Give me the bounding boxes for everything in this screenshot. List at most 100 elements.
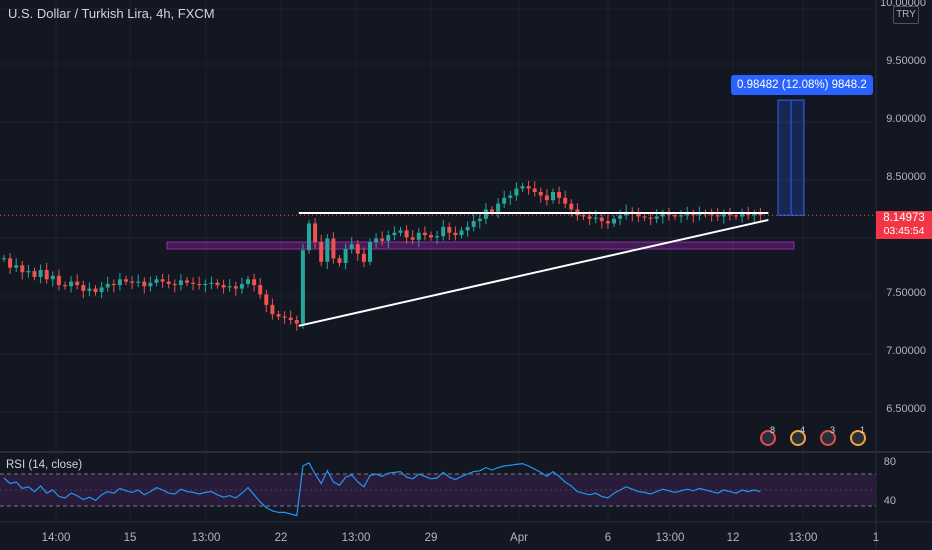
candle [599, 217, 604, 222]
candle [319, 242, 324, 262]
candle [679, 215, 684, 217]
candle [209, 282, 214, 284]
price-tick: 7.50000 [886, 287, 926, 299]
candle [142, 281, 147, 287]
candle [465, 226, 470, 231]
rsi-label[interactable]: RSI (14, close) [6, 459, 83, 471]
time-tick: 12 [726, 532, 740, 544]
us-flag-icon [790, 430, 806, 446]
candle [727, 214, 732, 216]
candle [215, 282, 220, 286]
candle [124, 279, 128, 282]
candle [404, 230, 409, 238]
support-trendline [298, 218, 769, 327]
candle [282, 316, 287, 318]
price-tick: 9.50000 [886, 55, 926, 67]
candle [288, 317, 293, 320]
time-tick: 13:00 [191, 532, 221, 544]
candle [154, 279, 159, 283]
candle [636, 214, 641, 217]
candle [654, 216, 659, 219]
candle [368, 242, 372, 262]
currency-selector[interactable]: TRY [893, 6, 919, 24]
candle [447, 226, 452, 233]
candle [502, 197, 507, 204]
event-marker[interactable]: 3 [820, 425, 844, 446]
candle [538, 192, 543, 196]
candle [221, 285, 226, 288]
candle [130, 281, 135, 283]
candle [593, 217, 598, 219]
candle [508, 195, 513, 198]
price-tick: 9.00000 [886, 113, 926, 125]
us-flag-icon [820, 430, 836, 446]
time-tick: 6 [604, 532, 612, 544]
price-tick: 8.50000 [886, 171, 926, 183]
candle [26, 271, 31, 273]
candle [111, 283, 116, 286]
candle [605, 221, 610, 224]
candle [758, 214, 763, 216]
candle [459, 230, 464, 236]
candle [178, 280, 183, 286]
candle [551, 192, 555, 201]
measure-label: 0.98482 (12.08%) 9848.2 [731, 75, 873, 95]
candle [349, 244, 354, 250]
price-tick: 10.00000 [880, 0, 926, 9]
candle [569, 203, 574, 210]
candle [398, 230, 403, 233]
candle [740, 214, 745, 217]
candle [557, 192, 562, 198]
candle [325, 238, 330, 262]
candle [246, 279, 250, 284]
candle [410, 237, 415, 240]
candle [441, 226, 446, 237]
candle [490, 209, 494, 212]
candle [355, 244, 360, 254]
time-tick: 15 [123, 532, 137, 544]
candle [429, 235, 433, 238]
time-tick: 13:00 [655, 532, 685, 544]
candle [544, 195, 549, 201]
candle [532, 188, 537, 192]
candle [63, 285, 67, 287]
candle [343, 249, 348, 263]
candle [294, 320, 299, 324]
candle [752, 214, 757, 216]
candle [239, 283, 244, 289]
candle [38, 269, 43, 277]
candle [258, 285, 263, 295]
candle [386, 235, 391, 241]
candle [483, 209, 488, 219]
candle [300, 250, 305, 324]
candle [252, 279, 257, 286]
candle [526, 186, 531, 189]
economic-events[interactable]: 8 4 3 1 [760, 425, 874, 446]
candle [691, 214, 696, 216]
time-tick: 29 [424, 532, 438, 544]
candle [2, 258, 6, 260]
candle [453, 232, 458, 236]
symbol-title[interactable]: U.S. Dollar / Turkish Lira, 4h, FXCM [8, 6, 215, 21]
candle [276, 314, 281, 317]
candle [307, 223, 311, 251]
candle [44, 269, 49, 280]
candle [709, 214, 714, 216]
candle [69, 281, 74, 287]
event-marker[interactable]: 4 [790, 425, 814, 446]
candle [618, 215, 623, 219]
candle [203, 283, 208, 286]
candle [331, 238, 336, 259]
us-flag-icon [850, 430, 866, 446]
candle [435, 236, 440, 238]
candle [416, 232, 421, 240]
event-marker[interactable]: 8 [760, 425, 784, 446]
candle [172, 283, 177, 286]
event-marker[interactable]: 1 [850, 425, 874, 446]
candle [270, 304, 275, 315]
candle [685, 214, 690, 216]
candle [117, 279, 122, 286]
candle [673, 215, 677, 217]
candle [87, 288, 92, 291]
